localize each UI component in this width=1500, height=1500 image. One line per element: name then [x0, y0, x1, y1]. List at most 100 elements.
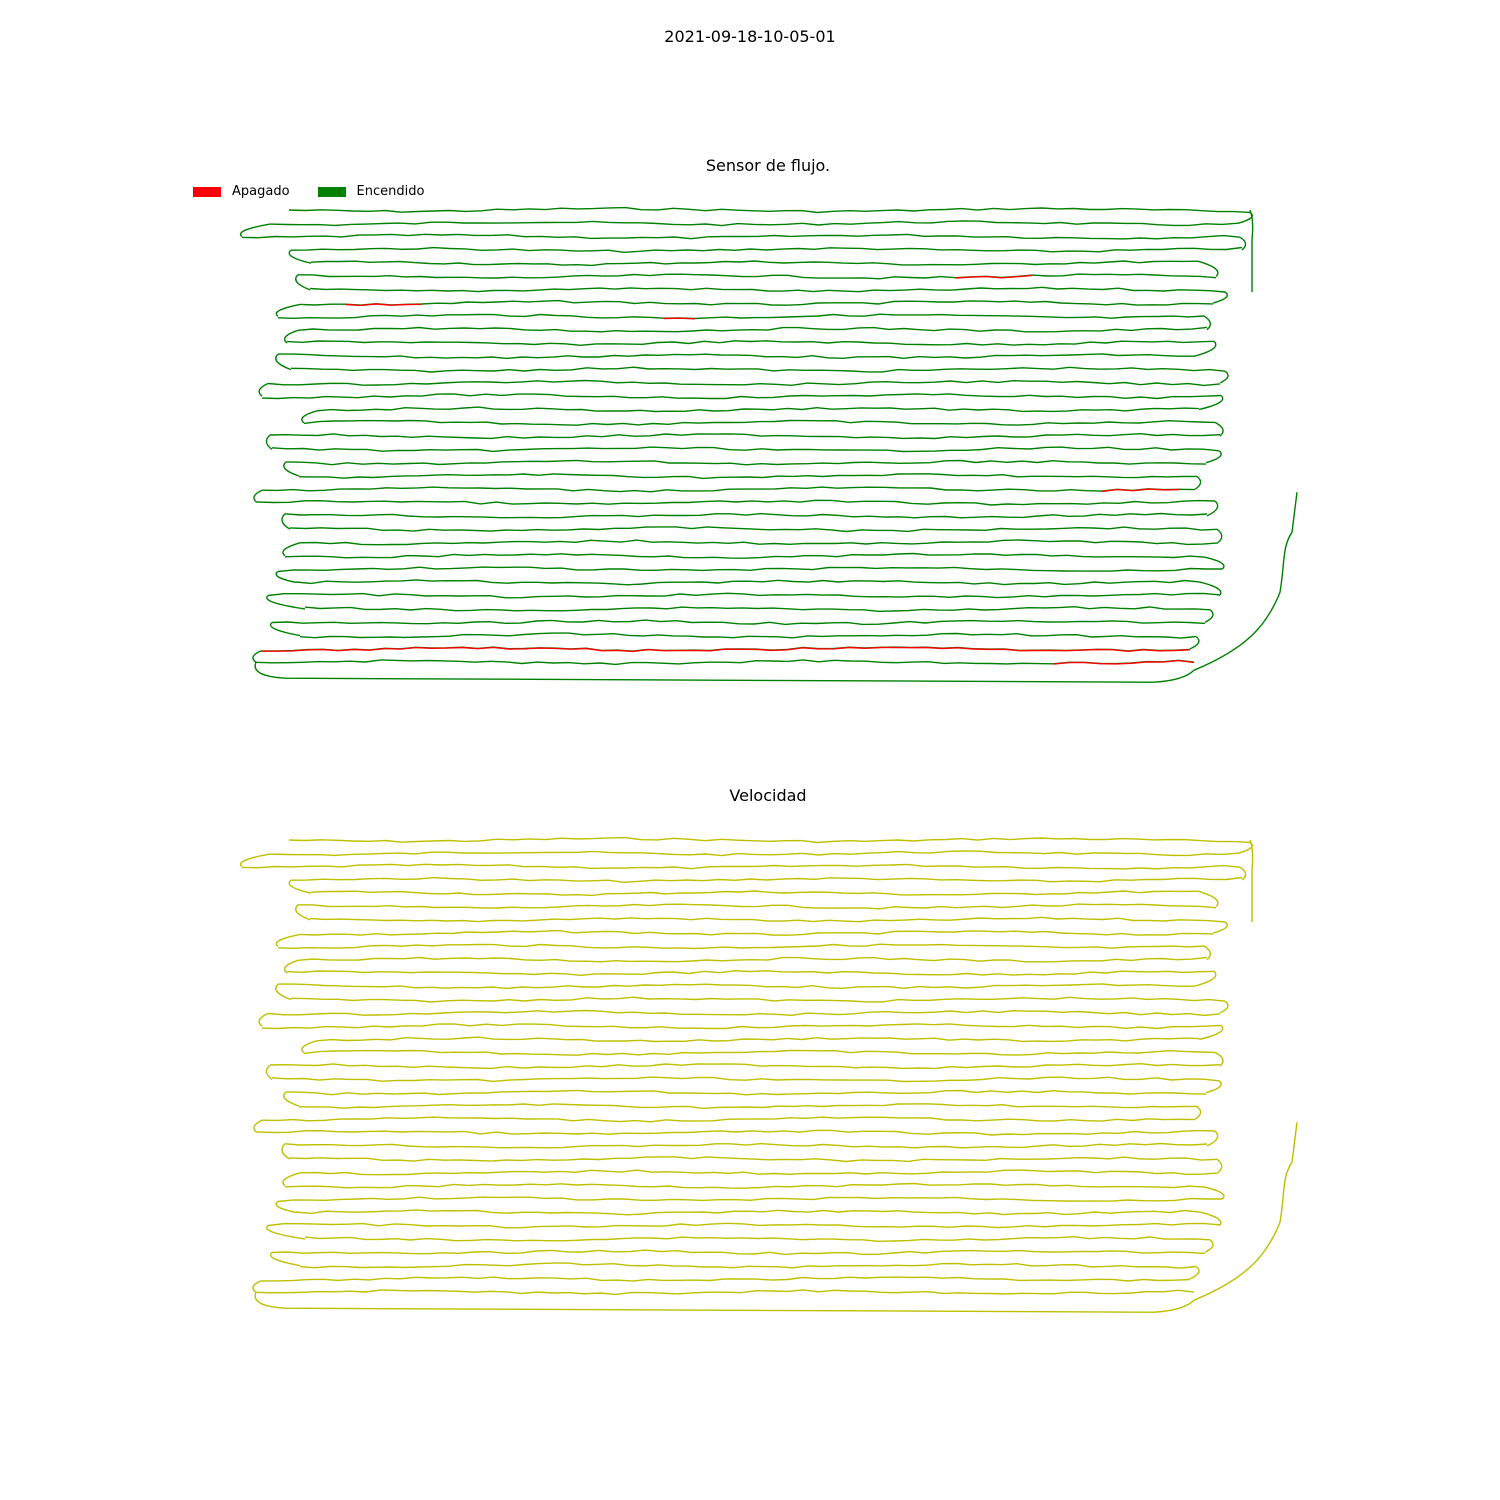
speed-track-entry-path — [1249, 839, 1254, 922]
legend-swatch-encendido — [317, 186, 346, 197]
flow-track-row-14 — [261, 393, 1222, 400]
flow-track-row-15 — [316, 406, 1200, 413]
speed-track-turn-4 — [1197, 890, 1219, 908]
speed-track-row-1 — [269, 850, 1239, 857]
flow-track-off-7-0 — [345, 303, 422, 307]
legend-item-apagado: Apagado — [193, 184, 290, 199]
speed-track-row-4 — [310, 890, 1199, 897]
flow-track-turn-1 — [239, 223, 271, 238]
speed-track-turn-5 — [295, 904, 311, 921]
flow-track-exit-path — [1193, 492, 1298, 671]
flow-track-turn-24 — [1216, 528, 1223, 544]
flow-track-turn-32 — [1189, 635, 1200, 650]
speed-track-turn-14 — [1198, 1024, 1224, 1041]
flow-track-row-13 — [267, 379, 1221, 387]
speed-track-turn-23 — [281, 1143, 291, 1160]
speed-track-row-15 — [316, 1036, 1200, 1043]
speed-track-row-11 — [278, 983, 1194, 990]
flow-track-off-21-0 — [1101, 488, 1180, 493]
speed-track-turn-31 — [269, 1251, 301, 1267]
speed-track-turn-15 — [301, 1040, 318, 1054]
flow-track-row-4 — [310, 260, 1199, 267]
speed-track-row-19 — [285, 1089, 1207, 1096]
flow-track-turn-9 — [283, 329, 299, 344]
speed-track-turn-7 — [275, 933, 301, 947]
flow-track-off-5-0 — [955, 274, 1033, 279]
speed-track-row-3 — [290, 876, 1243, 884]
speed-track-turn-0 — [1237, 841, 1253, 854]
speed-track-row-5 — [297, 903, 1217, 910]
flow-track-turn-29 — [266, 594, 306, 610]
flow-track-turn-6 — [1212, 291, 1228, 304]
flow-track-off-33-0 — [261, 646, 1191, 653]
speed-track-turn-8 — [1203, 945, 1212, 961]
speed-track-closing-path — [254, 1291, 1195, 1313]
speed-track-row-6 — [309, 916, 1226, 923]
flow-track-row-21 — [261, 486, 1196, 493]
speed-track-row-27 — [277, 1196, 1222, 1203]
flow-track-turn-12 — [1219, 370, 1229, 384]
speed-track-turn-6 — [1212, 921, 1228, 934]
flow-track-turn-2 — [1239, 236, 1247, 251]
speed-track-row-25 — [299, 1169, 1219, 1176]
flow-track-row-5 — [297, 273, 1217, 280]
speed-track-turn-1 — [239, 853, 271, 868]
legend-label-encendido: Encendido — [356, 184, 425, 199]
flow-track-off-34-0 — [1053, 659, 1195, 665]
speed-track-row-26 — [284, 1182, 1206, 1189]
speed-track-turn-22 — [1206, 1130, 1219, 1147]
speed-track-row-24 — [289, 1156, 1218, 1163]
flow-track-row-6 — [309, 286, 1226, 293]
legend-label-apagado: Apagado — [232, 184, 290, 199]
flow-track-row-9 — [297, 326, 1208, 333]
flow-track-turn-3 — [288, 249, 312, 264]
flow-track-row-11 — [278, 353, 1194, 360]
flow-track-turn-27 — [275, 570, 297, 584]
speed-track-row-10 — [286, 970, 1215, 977]
flow-track-row-24 — [289, 526, 1218, 533]
speed-track-turn-11 — [275, 983, 292, 1001]
speed-track-turn-3 — [288, 879, 312, 894]
flow-track-turn-14 — [1198, 394, 1224, 411]
flow-track-turn-17 — [265, 434, 273, 450]
flow-sensor-title: Sensor de flujo. — [705, 156, 831, 175]
flow-track-row-10 — [286, 340, 1215, 347]
flow-track-row-1 — [269, 220, 1239, 227]
speed-track-turn-17 — [265, 1064, 273, 1080]
speed-track-row-14 — [261, 1023, 1222, 1030]
flow-track-row-27 — [277, 566, 1222, 573]
flow-track-row-25 — [299, 539, 1219, 546]
speed-track-row-7 — [299, 929, 1214, 936]
speed-track-row-9 — [297, 956, 1208, 963]
flow-track-row-18 — [271, 446, 1220, 453]
speed-track-row-30 — [304, 1235, 1211, 1243]
flow-track-row-16 — [303, 419, 1216, 426]
flow-track-row-30 — [304, 605, 1211, 613]
flow-track-turn-20 — [1194, 475, 1202, 490]
speed-track-row-20 — [298, 1103, 1198, 1110]
flow-track-turn-13 — [258, 382, 269, 397]
flow-track-row-22 — [256, 499, 1216, 506]
flow-track-turn-10 — [1193, 340, 1217, 357]
flow-track-row-19 — [285, 459, 1207, 466]
legend-item-encendido: Encendido — [317, 184, 425, 199]
flow-track-row-32 — [299, 632, 1197, 639]
flow-track-turn-23 — [281, 513, 291, 530]
flow-track-row-26 — [284, 552, 1206, 559]
flow-track-row-17 — [269, 432, 1221, 440]
flow-track-turn-15 — [301, 410, 318, 424]
flow-track-row-3 — [290, 246, 1243, 254]
flow-track-row-28 — [295, 579, 1201, 586]
speed-track-turn-25 — [282, 1172, 301, 1187]
flow-track-row-20 — [298, 473, 1198, 480]
speed-track-turn-26 — [1204, 1186, 1225, 1200]
flow-track-turn-26 — [1204, 556, 1225, 570]
legend-swatch-apagado — [193, 186, 221, 197]
speed-track-turn-33 — [252, 1280, 262, 1293]
speed-track-turn-32 — [1189, 1265, 1200, 1280]
flow-track-turn-5 — [295, 274, 311, 291]
flow-track-turn-19 — [283, 461, 300, 477]
speed-track-turn-12 — [1219, 1000, 1229, 1014]
